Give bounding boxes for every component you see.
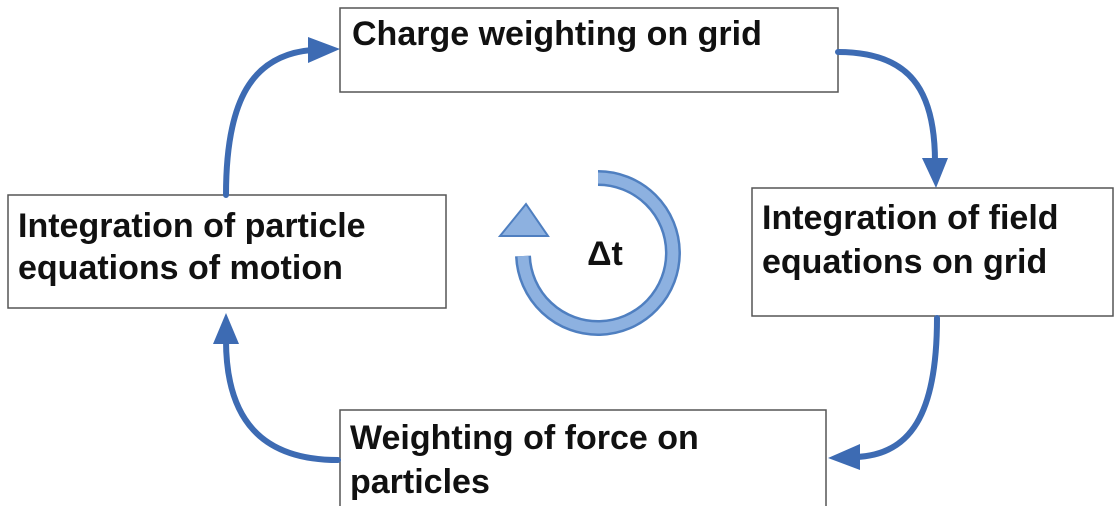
node-label: equations on grid — [762, 243, 1047, 281]
flow-arrow — [223, 47, 315, 198]
node-label: Integration of particle — [18, 207, 366, 245]
center-label: Δt — [587, 235, 623, 273]
arrow-head — [213, 313, 239, 344]
node-label: particles — [350, 463, 490, 501]
flow-arrow — [835, 49, 938, 165]
node-box — [339, 409, 827, 506]
node-label: Integration of field — [762, 199, 1059, 237]
node-label: Weighting of force on — [350, 419, 699, 457]
node-label: Charge weighting on grid — [352, 15, 762, 53]
flow-arrow — [223, 337, 341, 463]
arrow-head — [922, 158, 948, 188]
cycle-ring — [517, 172, 679, 334]
flow-arrow — [853, 315, 940, 460]
node-label: equations of motion — [18, 249, 343, 287]
node-box — [7, 194, 447, 309]
cycle-arrow-head — [497, 202, 550, 237]
arrow-head — [828, 444, 860, 470]
arrow-head — [308, 37, 340, 63]
node-box — [751, 187, 1114, 317]
node-box — [339, 7, 839, 93]
